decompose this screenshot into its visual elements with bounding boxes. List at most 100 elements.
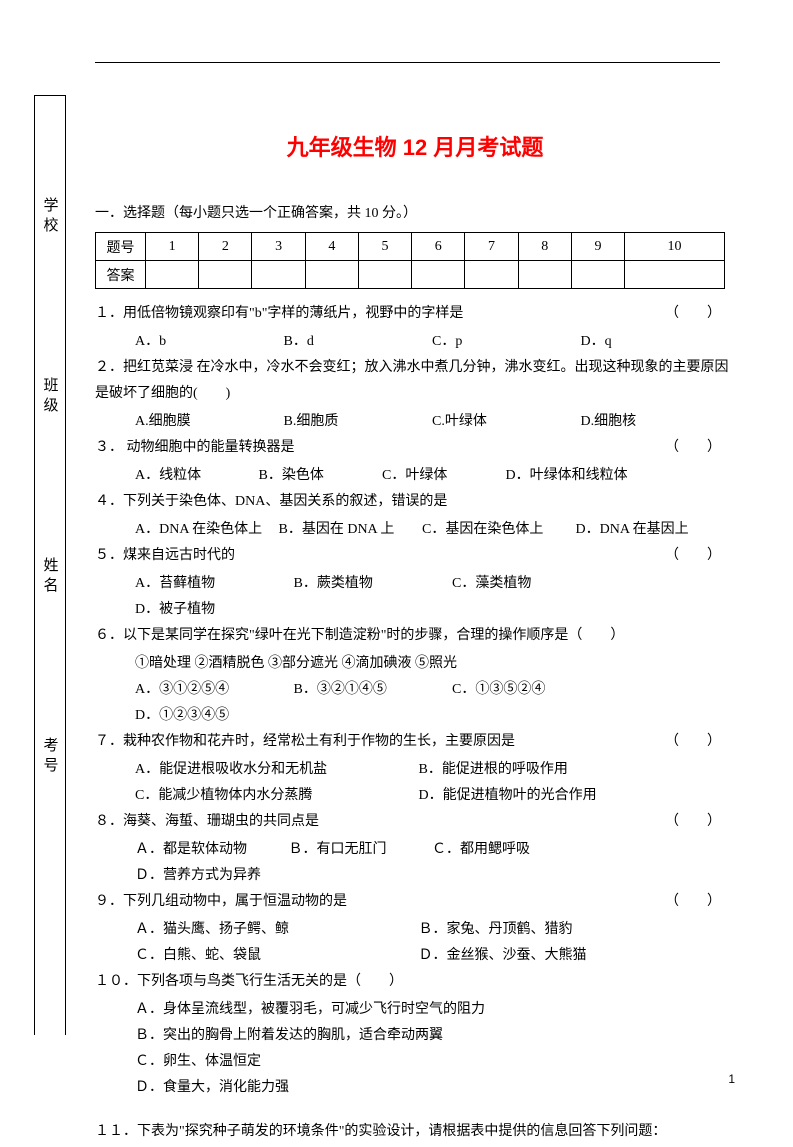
q5-opt-d: D．被子植物 (135, 597, 290, 623)
q3-opt-d: D．叶绿体和线粒体 (506, 463, 666, 489)
q5-stem: ５．煤来自远古时代的 (95, 548, 235, 563)
q3-options: A．线粒体 B．染色体 C．叶绿体 D．叶绿体和线粒体 (95, 463, 735, 489)
question-5: ５．煤来自远古时代的 （ ） (95, 543, 735, 569)
grid-header-qnum: 题号 (96, 233, 146, 261)
grid-answer-cell[interactable] (412, 261, 465, 289)
q1-opt-d: D．q (581, 329, 726, 355)
q7-paren: （ ） (665, 729, 721, 755)
side-info-column: 学校 班级 姓名 考号 (34, 95, 66, 1035)
q5-paren: （ ） (665, 543, 721, 569)
q6-options: A．③①②⑤④ B．③②①④⑤ C．①③⑤②④ D．①②③④⑤ (95, 677, 735, 729)
grid-answer-cell[interactable] (571, 261, 624, 289)
grid-answer-cell[interactable] (358, 261, 411, 289)
q2-opt-c: C.叶绿体 (432, 409, 577, 435)
q3-stem: ３． 动物细胞中的能量转换器是 (95, 440, 295, 455)
q2-opt-a: A.细胞膜 (135, 409, 280, 435)
grid-answer-cell[interactable] (305, 261, 358, 289)
q1-opt-a: A．b (135, 329, 280, 355)
grid-col: 3 (252, 233, 305, 261)
q10-stem: １０．下列各项与鸟类飞行生活无关的是（ ） (95, 974, 403, 989)
q7-options-row1: A．能促进根吸收水分和无机盐 B．能促进根的呼吸作用 (95, 757, 735, 783)
side-label-name: 姓名 (35, 556, 67, 596)
q5-options: A．苔藓植物 B．蕨类植物 C．藻类植物 D．被子植物 (95, 571, 735, 623)
q2-opt-d: D.细胞核 (581, 409, 726, 435)
q6-stem: ６．以下是某同学在探究"绿叶在光下制造淀粉"时的步骤，合理的操作顺序是（ ） (95, 628, 624, 643)
q3-opt-b: B．染色体 (259, 463, 379, 489)
q10-opt-d: Ｄ．食量大，消化能力强 (135, 1080, 289, 1095)
q9-opt-b: Ｂ．家兔、丹顶鹤、猎豹 (419, 917, 699, 943)
grid-answer-cell[interactable] (146, 261, 199, 289)
q2-opt-b: B.细胞质 (284, 409, 429, 435)
question-11: １１．下表为"探究种子萌发的环境条件"的实验设计，请根据表中提供的信息回答下列问… (95, 1119, 735, 1145)
q4-opt-c: C．基因在染色体上 (422, 517, 572, 543)
grid-answer-cell[interactable] (199, 261, 252, 289)
q10-opt-c: Ｃ．卵生、体温恒定 (135, 1054, 261, 1069)
q10-opt-b: Ｂ．突出的胸骨上附着发达的胸肌，适合牵动两翼 (135, 1028, 443, 1043)
q9-opt-d: Ｄ．金丝猴、沙蚕、大熊猫 (419, 943, 699, 969)
q5-opt-b: B．蕨类植物 (294, 571, 449, 597)
q10-opt-b-line: Ｂ．突出的胸骨上附着发达的胸肌，适合牵动两翼 (95, 1023, 735, 1049)
q1-stem: １．用低倍物镜观察印有"b"字样的薄纸片，视野中的字样是 (95, 306, 463, 321)
q1-opt-c: C．p (432, 329, 577, 355)
q9-options-row2: Ｃ．白熊、蛇、袋鼠 Ｄ．金丝猴、沙蚕、大熊猫 (95, 943, 735, 969)
q9-opt-a: Ａ．猫头鹰、扬子鳄、鲸 (135, 917, 415, 943)
answer-grid: 题号 1 2 3 4 5 6 7 8 9 10 答案 (95, 232, 725, 289)
q4-opt-b: B．基因在 DNA 上 (279, 517, 419, 543)
q4-opt-a: A．DNA 在染色体上 (135, 517, 275, 543)
side-label-class: 班级 (35, 376, 67, 416)
q6-opt-b: B．③②①④⑤ (294, 677, 449, 703)
question-1: １．用低倍物镜观察印有"b"字样的薄纸片，视野中的字样是 （ ） (95, 301, 735, 327)
q10-opt-a: Ａ．身体呈流线型，被覆羽毛，可减少飞行时空气的阻力 (135, 1002, 485, 1017)
q7-opt-c: C．能减少植物体内水分蒸腾 (135, 783, 415, 809)
section-instruction: 一．选择题（每小题只选一个正确答案，共 10 分。） (95, 202, 735, 222)
q7-opt-b: B．能促进根的呼吸作用 (419, 757, 699, 783)
q4-stem: ４．下列关于染色体、DNA、基因关系的叙述，错误的是 (95, 494, 447, 509)
question-8: ８．海葵、海蜇、珊瑚虫的共同点是 （ ） (95, 809, 735, 835)
q8-options: Ａ．都是软体动物 Ｂ．有口无肛门 Ｃ．都用鳃呼吸 Ｄ．营养方式为异养 (95, 837, 735, 889)
grid-col: 8 (518, 233, 571, 261)
grid-answer-cell[interactable] (465, 261, 518, 289)
q6-opt-c: C．①③⑤②④ (452, 677, 607, 703)
q8-opt-b: Ｂ．有口无肛门 (289, 837, 429, 863)
q6-opt-d: D．①②③④⑤ (135, 703, 290, 729)
grid-answer-cell[interactable] (625, 261, 725, 289)
grid-header-answer: 答案 (96, 261, 146, 289)
top-rule (95, 62, 720, 63)
q7-stem: ７．栽种农作物和花卉时，经常松土有利于作物的生长，主要原因是 (95, 734, 515, 749)
q8-opt-a: Ａ．都是软体动物 (135, 837, 285, 863)
side-label-name-1: 姓名 (35, 556, 67, 596)
grid-col: 5 (358, 233, 411, 261)
q7-opt-a: A．能促进根吸收水分和无机盐 (135, 757, 415, 783)
q7-options-row2: C．能减少植物体内水分蒸腾 D．能促进植物叶的光合作用 (95, 783, 735, 809)
q3-opt-c: C．叶绿体 (382, 463, 502, 489)
q8-opt-c: Ｃ．都用鳃呼吸 (432, 837, 572, 863)
side-label-examno-1: 考号 (35, 736, 67, 776)
question-7: ７．栽种农作物和花卉时，经常松土有利于作物的生长，主要原因是 （ ） (95, 729, 735, 755)
grid-answer-cell[interactable] (518, 261, 571, 289)
q9-paren: （ ） (665, 889, 721, 915)
grid-col: 9 (571, 233, 624, 261)
question-9: ９．下列几组动物中，属于恒温动物的是 （ ） (95, 889, 735, 915)
q9-options-row1: Ａ．猫头鹰、扬子鳄、鲸 Ｂ．家兔、丹顶鹤、猎豹 (95, 917, 735, 943)
q8-opt-d: Ｄ．营养方式为异养 (135, 863, 295, 889)
q4-options: A．DNA 在染色体上 B．基因在 DNA 上 C．基因在染色体上 D．DNA … (95, 517, 735, 543)
grid-col: 7 (465, 233, 518, 261)
q2-options: A.细胞膜 B.细胞质 C.叶绿体 D.细胞核 (95, 409, 735, 435)
table-row: 答案 (96, 261, 725, 289)
q11-stem: １１．下表为"探究种子萌发的环境条件"的实验设计，请根据表中提供的信息回答下列问… (95, 1124, 666, 1139)
question-2: ２．把红苋菜浸 在冷水中，冷水不会变红；放入沸水中煮几分钟，沸水变红。出现这种现… (95, 355, 735, 407)
grid-col: 6 (412, 233, 465, 261)
side-label-class-1: 班级 (35, 376, 67, 416)
side-label-examno: 考号 (35, 736, 67, 776)
question-10: １０．下列各项与鸟类飞行生活无关的是（ ） (95, 969, 735, 995)
q6-opt-a: A．③①②⑤④ (135, 677, 290, 703)
q10-opt-a-line: Ａ．身体呈流线型，被覆羽毛，可减少飞行时空气的阻力 (95, 997, 735, 1023)
table-row: 题号 1 2 3 4 5 6 7 8 9 10 (96, 233, 725, 261)
page-content: 九年级生物 12 月月考试题 一．选择题（每小题只选一个正确答案，共 10 分。… (95, 130, 735, 1147)
grid-answer-cell[interactable] (252, 261, 305, 289)
q9-opt-c: Ｃ．白熊、蛇、袋鼠 (135, 943, 415, 969)
grid-col: 10 (625, 233, 725, 261)
grid-col: 2 (199, 233, 252, 261)
q3-paren: （ ） (665, 435, 721, 461)
q2-stem: ２．把红苋菜浸 在冷水中，冷水不会变红；放入沸水中煮几分钟，沸水变红。出现这种现… (95, 360, 729, 401)
